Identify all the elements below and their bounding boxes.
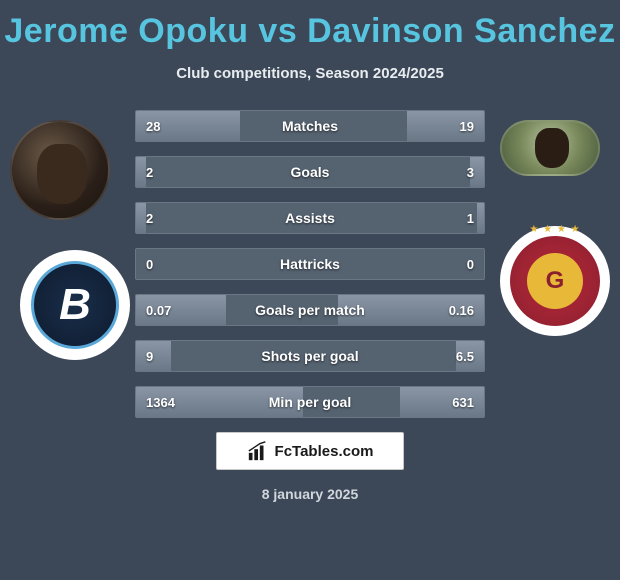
stat-label: Goals [136, 157, 484, 187]
left-player-avatar [10, 120, 110, 220]
comparison-area: B ★ ★ ★ ★ G 2819Matches 23Goals 21Assists 0… [0, 110, 620, 418]
stat-row: 23Goals [135, 156, 485, 188]
stat-label: Min per goal [136, 387, 484, 417]
stat-row: 1364631Min per goal [135, 386, 485, 418]
stat-label: Matches [136, 111, 484, 141]
left-player-column: B [10, 120, 130, 360]
chart-icon [247, 440, 269, 462]
footer-brand-text: FcTables.com [275, 443, 374, 460]
stat-row: 00Hattricks [135, 248, 485, 280]
stat-row: 96.5Shots per goal [135, 340, 485, 372]
right-player-avatar [500, 120, 600, 176]
stat-label: Assists [136, 203, 484, 233]
club-stars-icon: ★ ★ ★ ★ [500, 224, 610, 235]
stat-row: 21Assists [135, 202, 485, 234]
season-subtitle: Club competitions, Season 2024/2025 [0, 65, 620, 82]
stat-rows: 2819Matches 23Goals 21Assists 00Hattricks 0.… [135, 110, 485, 418]
stat-label: Goals per match [136, 295, 484, 325]
club-g-center: G [527, 253, 583, 309]
left-club-logo: B [20, 250, 130, 360]
stat-row: 2819Matches [135, 110, 485, 142]
right-player-column: ★ ★ ★ ★ G [500, 120, 610, 336]
page-title: Jerome Opoku vs Davinson Sanchez [0, 0, 620, 51]
date-text: 8 january 2025 [0, 486, 620, 502]
stat-label: Shots per goal [136, 341, 484, 371]
footer-brand-logo: FcTables.com [216, 432, 404, 470]
stat-label: Hattricks [136, 249, 484, 279]
club-badge-g: G [510, 236, 600, 326]
stat-row: 0.070.16Goals per match [135, 294, 485, 326]
club-badge-b: B [31, 261, 119, 349]
right-club-logo: ★ ★ ★ ★ G [500, 226, 610, 336]
